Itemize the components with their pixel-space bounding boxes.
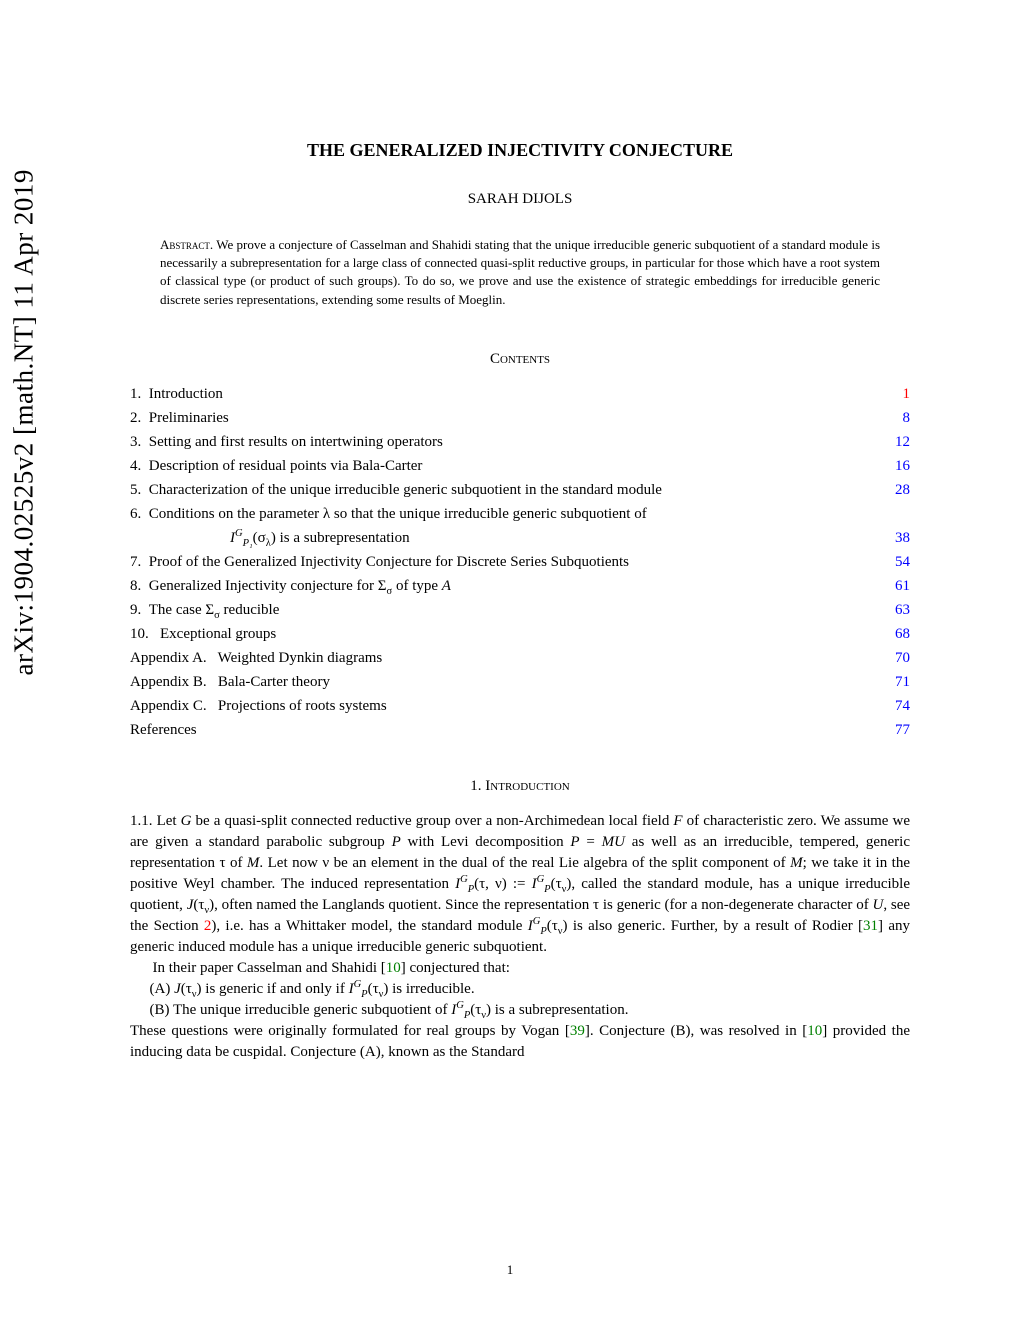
toc-entry[interactable]: 6. Conditions on the parameter λ so that… — [130, 502, 910, 526]
toc-entry[interactable]: 2. Preliminaries8 — [130, 406, 910, 430]
abstract-text: We prove a conjecture of Casselman and S… — [160, 237, 880, 307]
paper-title: THE GENERALIZED INJECTIVITY CONJECTURE — [130, 140, 910, 161]
toc-entry[interactable]: Appendix A. Weighted Dynkin diagrams70 — [130, 646, 910, 670]
conjecture-item-b: (B) The unique irreducible generic subqu… — [130, 1000, 910, 1021]
toc-entry[interactable]: 1. Introduction1 — [130, 382, 910, 406]
conjecture-item-a: (A) J(τν) is generic if and only if IGP(… — [130, 979, 910, 1000]
intro-paragraph-1: 1.1. Let G be a quasi-split connected re… — [130, 811, 910, 958]
contents-heading: Contents — [130, 351, 910, 368]
toc-entry-continuation[interactable]: IGP₁(σλ) is a subrepresentation38 — [130, 526, 910, 550]
toc-entry[interactable]: 7. Proof of the Generalized Injectivity … — [130, 550, 910, 574]
toc-entry[interactable]: 5. Characterization of the unique irredu… — [130, 478, 910, 502]
paper-content: THE GENERALIZED INJECTIVITY CONJECTURE S… — [130, 140, 910, 1063]
toc-entry[interactable]: 8. Generalized Injectivity conjecture fo… — [130, 574, 910, 598]
table-of-contents: 1. Introduction12. Preliminaries83. Sett… — [130, 382, 910, 742]
paper-author: SARAH DIJOLS — [130, 191, 910, 208]
abstract-label: Abstract. — [160, 237, 213, 252]
intro-paragraph-3: These questions were originally formulat… — [130, 1021, 910, 1063]
arxiv-identifier: arXiv:1904.02525v2 [math.NT] 11 Apr 2019 — [9, 169, 40, 675]
toc-entry[interactable]: 4. Description of residual points via Ba… — [130, 454, 910, 478]
toc-entry[interactable]: References77 — [130, 718, 910, 742]
toc-entry[interactable]: 10. Exceptional groups68 — [130, 622, 910, 646]
toc-entry[interactable]: Appendix C. Projections of roots systems… — [130, 694, 910, 718]
toc-entry[interactable]: 9. The case Σσ reducible63 — [130, 598, 910, 622]
abstract: Abstract. We prove a conjecture of Casse… — [160, 236, 880, 309]
intro-paragraph-2: In their paper Casselman and Shahidi [10… — [130, 958, 910, 979]
toc-entry[interactable]: 3. Setting and first results on intertwi… — [130, 430, 910, 454]
toc-entry[interactable]: Appendix B. Bala-Carter theory71 — [130, 670, 910, 694]
page-number: 1 — [507, 1262, 514, 1278]
section-1-heading: 1. Introduction — [130, 778, 910, 795]
introduction-body: 1.1. Let G be a quasi-split connected re… — [130, 811, 910, 1063]
